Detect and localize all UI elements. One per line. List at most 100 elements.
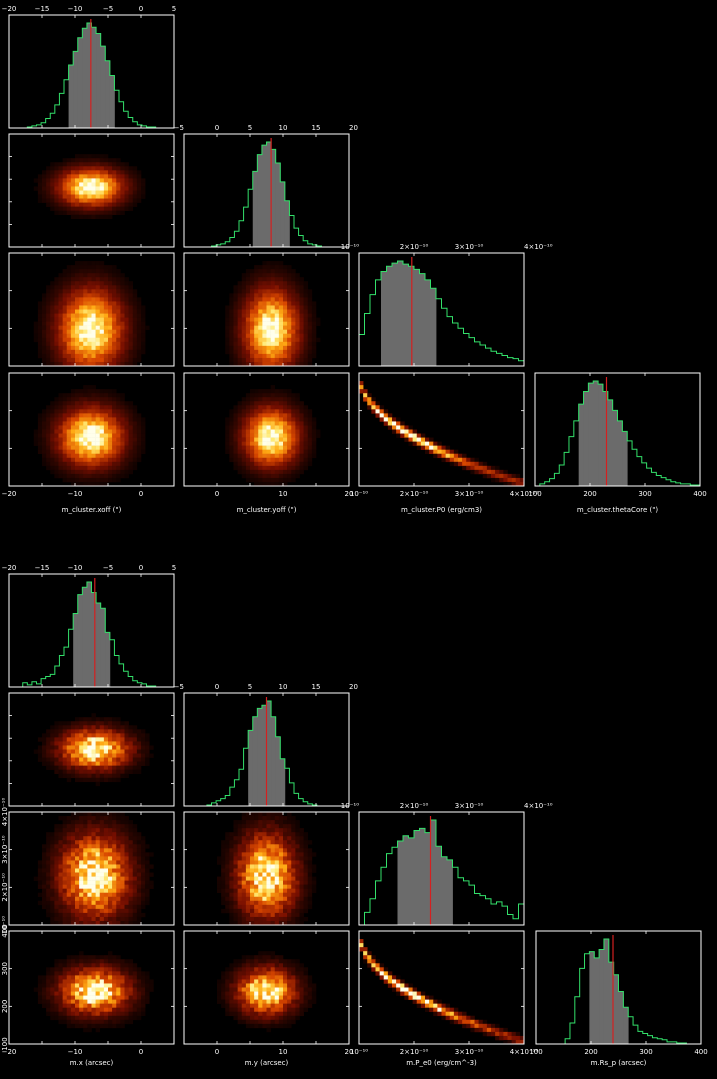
density-cell xyxy=(266,812,271,817)
density-cell xyxy=(262,892,267,898)
density-cell xyxy=(116,317,121,322)
density-cell xyxy=(124,757,129,762)
density-cell xyxy=(66,765,72,770)
density-cell xyxy=(124,765,129,770)
density-cell xyxy=(262,437,267,442)
density-cell xyxy=(274,313,280,318)
density-cell xyxy=(237,896,243,902)
density-cell xyxy=(482,465,488,471)
density-cell xyxy=(58,425,63,430)
density-cell xyxy=(108,190,113,195)
density-cell xyxy=(266,297,271,302)
density-cell xyxy=(66,309,72,314)
density-cell xyxy=(124,856,129,861)
density-cell xyxy=(54,313,59,318)
density-cell xyxy=(120,345,125,351)
density-cell xyxy=(237,892,243,898)
density-cell xyxy=(141,848,146,853)
y-tick-label: 3×10⁻¹⁰ xyxy=(1,835,9,864)
density-cell xyxy=(75,289,80,294)
density-cell xyxy=(50,880,55,885)
density-cell xyxy=(75,174,80,179)
density-cell xyxy=(66,828,72,833)
density-cell xyxy=(237,337,243,343)
density-cell xyxy=(66,285,72,290)
density-cell xyxy=(108,769,113,775)
density-cell xyxy=(270,261,276,266)
density-cell xyxy=(291,449,296,455)
density-cell xyxy=(132,745,138,750)
density-cell xyxy=(266,860,271,865)
density-cell xyxy=(108,749,113,754)
density-cell xyxy=(95,289,101,294)
density-cell xyxy=(225,860,230,865)
density-cell xyxy=(37,341,43,347)
density-cell xyxy=(62,361,68,366)
density-cell xyxy=(278,812,284,817)
credible-bar xyxy=(252,171,258,247)
density-cell xyxy=(262,465,267,471)
density-cell xyxy=(241,828,247,833)
density-cell xyxy=(75,357,80,363)
density-cell xyxy=(46,912,51,918)
density-cell xyxy=(103,437,109,442)
density-cell xyxy=(245,856,251,861)
density-cell xyxy=(108,757,113,762)
density-cell xyxy=(70,876,76,881)
density-cell xyxy=(307,876,313,881)
density-cell xyxy=(112,900,117,906)
density-cell xyxy=(266,864,271,869)
density-cell xyxy=(42,321,47,326)
density-cell xyxy=(278,389,284,394)
density-cell xyxy=(66,979,72,984)
density-cell xyxy=(33,987,39,992)
density-cell xyxy=(50,461,55,467)
density-cell xyxy=(217,880,222,885)
density-cell xyxy=(124,1007,129,1013)
density-cell xyxy=(66,158,72,163)
density-cell xyxy=(103,995,109,1000)
density-cell xyxy=(87,401,92,406)
density-cell xyxy=(287,349,292,355)
density-cell xyxy=(99,345,105,351)
density-cell xyxy=(245,405,251,410)
density-cell xyxy=(141,884,146,889)
density-cell xyxy=(254,816,259,821)
density-cell xyxy=(245,457,251,463)
density-cell xyxy=(99,900,105,906)
density-cell xyxy=(258,433,263,438)
density-cell xyxy=(58,333,63,339)
density-cell xyxy=(58,741,63,746)
density-cell xyxy=(278,449,284,455)
density-cell xyxy=(283,321,288,326)
density-cell xyxy=(229,848,234,853)
density-cell xyxy=(58,206,63,211)
density-cell xyxy=(46,413,51,418)
density-cell xyxy=(58,469,63,475)
density-cell xyxy=(128,341,134,347)
density-cell xyxy=(254,876,259,881)
density-cell xyxy=(278,920,284,925)
density-cell xyxy=(120,397,125,402)
density-cell xyxy=(299,884,304,889)
density-cell xyxy=(83,745,88,750)
density-cell xyxy=(237,321,243,326)
density-cell xyxy=(250,417,255,422)
density-cell xyxy=(307,433,313,438)
density-cell xyxy=(62,429,68,434)
density-cell xyxy=(116,166,121,171)
density-cell xyxy=(278,329,284,335)
density-cell xyxy=(99,729,105,734)
density-cell xyxy=(237,912,243,918)
density-cell xyxy=(283,473,288,479)
density-cell xyxy=(37,174,43,179)
density-cell xyxy=(262,864,267,869)
density-cell xyxy=(58,773,63,779)
density-cell xyxy=(136,317,142,322)
density-cell xyxy=(145,892,150,898)
density-cell xyxy=(75,389,80,394)
density-cell xyxy=(75,753,80,758)
density-cell xyxy=(245,477,251,483)
density-cell xyxy=(70,361,76,366)
density-cell xyxy=(283,401,288,406)
